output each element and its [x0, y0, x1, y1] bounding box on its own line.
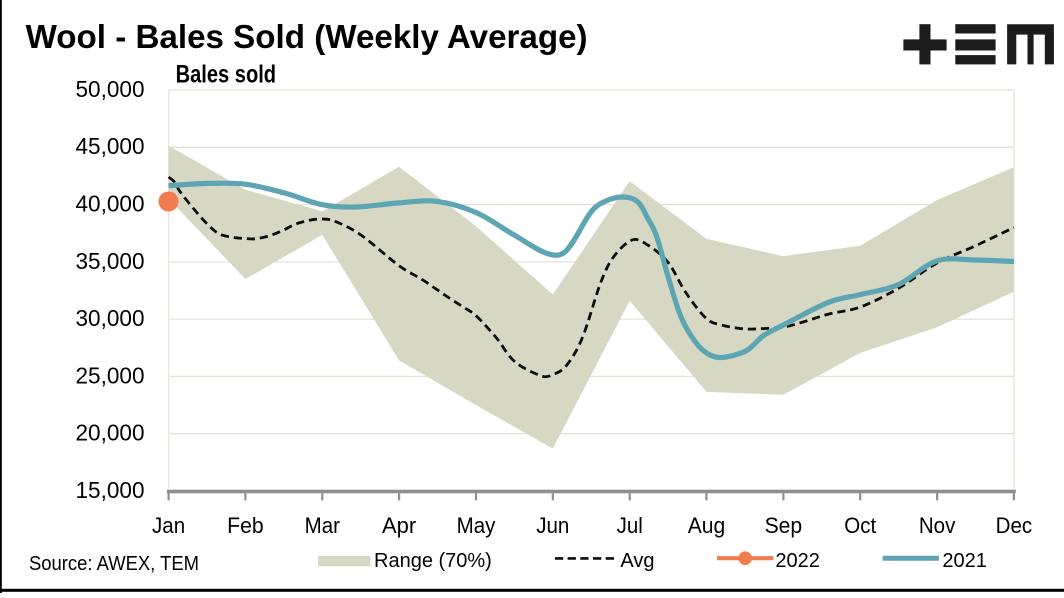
- svg-text:50,000: 50,000: [76, 76, 145, 102]
- svg-text:2021: 2021: [942, 550, 987, 572]
- svg-text:45,000: 45,000: [76, 133, 145, 159]
- svg-text:35,000: 35,000: [76, 248, 145, 274]
- svg-text:Jul: Jul: [617, 513, 643, 538]
- svg-text:40,000: 40,000: [76, 191, 145, 217]
- svg-text:Wool - Bales Sold (Weekly Aver: Wool - Bales Sold (Weekly Average): [26, 18, 588, 55]
- svg-text:Range (70%): Range (70%): [374, 550, 492, 572]
- svg-text:25,000: 25,000: [76, 362, 145, 388]
- svg-text:Aug: Aug: [688, 513, 726, 538]
- svg-text:Jan: Jan: [152, 513, 185, 538]
- svg-text:20,000: 20,000: [76, 420, 145, 446]
- svg-text:Sep: Sep: [765, 513, 803, 538]
- svg-text:2022: 2022: [775, 550, 820, 572]
- svg-text:Jun: Jun: [536, 513, 569, 538]
- svg-text:15,000: 15,000: [76, 477, 145, 503]
- svg-text:Nov: Nov: [919, 513, 956, 538]
- svg-text:Dec: Dec: [996, 513, 1033, 538]
- svg-text:Source: AWEX, TEM: Source: AWEX, TEM: [29, 553, 199, 575]
- svg-text:May: May: [457, 513, 497, 538]
- svg-text:Avg: Avg: [620, 550, 654, 572]
- svg-text:Feb: Feb: [227, 513, 264, 538]
- svg-text:Bales sold: Bales sold: [176, 61, 277, 89]
- svg-text:30,000: 30,000: [76, 305, 145, 331]
- svg-text:Oct: Oct: [844, 513, 877, 538]
- svg-text:Mar: Mar: [305, 513, 341, 538]
- svg-text:Apr: Apr: [382, 513, 417, 538]
